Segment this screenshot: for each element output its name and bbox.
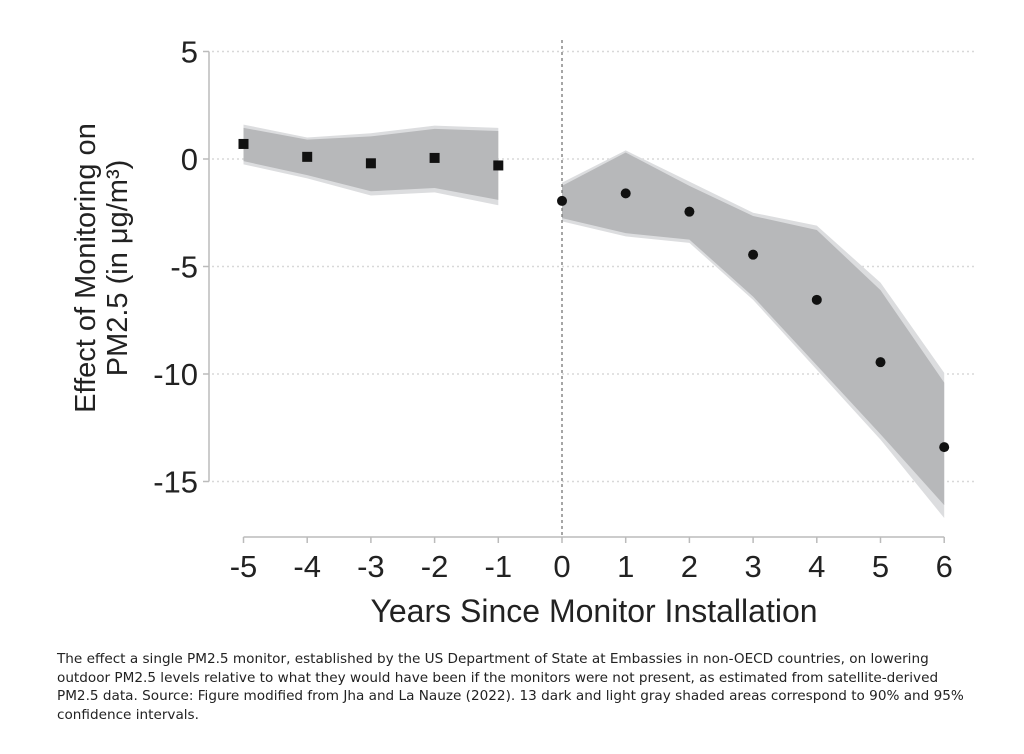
data-point-square	[493, 160, 504, 171]
y-tick-label: -10	[153, 357, 198, 392]
x-tick-label: 0	[553, 549, 570, 584]
x-tick-label: -4	[293, 549, 321, 584]
data-point-circle	[557, 195, 567, 206]
x-tick-label: 5	[872, 549, 889, 584]
x-tick-label: 4	[808, 549, 825, 584]
y-axis-label: Effect of Monitoring on PM2.5 (in μg/m³)	[70, 123, 134, 413]
x-axis-label: Years Since Monitor Installation	[370, 593, 817, 629]
data-point-circle	[811, 294, 822, 305]
y-axis-label-line: PM2.5 (in μg/m³)	[102, 160, 134, 377]
data-point-square	[429, 152, 440, 163]
data-point-square	[365, 158, 376, 169]
figure-caption: The effect a single PM2.5 monitor, estab…	[57, 651, 964, 723]
y-axis-label-line: Effect of Monitoring on	[70, 123, 102, 413]
data-point-circle	[875, 357, 886, 368]
x-tick-label: 1	[617, 549, 634, 584]
x-tick-label: -3	[357, 549, 385, 584]
y-tick-label: 5	[181, 35, 198, 70]
data-point-circle	[939, 442, 950, 453]
data-point-circle	[620, 188, 631, 199]
x-tick-label: 6	[936, 549, 953, 584]
y-tick-label: -5	[170, 250, 198, 285]
x-tick-label: -2	[421, 549, 449, 584]
x-tick-label: 3	[744, 549, 761, 584]
y-tick-label: 0	[181, 142, 198, 177]
x-tick-label: -1	[485, 549, 513, 584]
data-point-circle	[684, 206, 695, 217]
x-tick-label: 2	[681, 549, 698, 584]
data-point-square	[238, 138, 249, 149]
y-tick-label: -15	[153, 465, 198, 500]
data-point-square	[302, 151, 313, 162]
data-point-circle	[748, 249, 759, 260]
ci90-band	[562, 152, 945, 506]
x-tick-label: -5	[230, 549, 258, 584]
